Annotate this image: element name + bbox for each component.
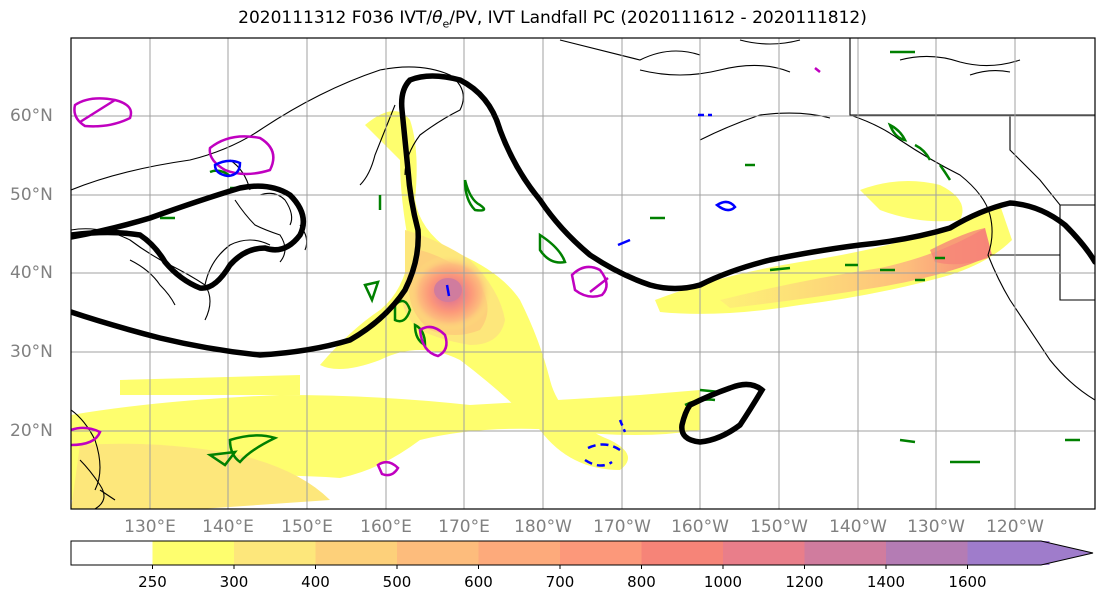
colorbar-segment (723, 541, 805, 565)
lon-label-170e: 170°E (438, 517, 490, 537)
colorbar-tick-label: 1200 (785, 573, 824, 591)
lon-label-170w: 170°W (593, 517, 651, 537)
colorbar-segment (560, 541, 642, 565)
colorbar-tick-label: 400 (301, 573, 330, 591)
figure-title: 2020111312 F036 IVT/θe/PV, IVT Landfall … (238, 8, 867, 31)
lon-label-120w: 120°W (986, 517, 1044, 537)
colorbar (70, 540, 1094, 569)
lon-label-150w: 150°W (750, 517, 808, 537)
lat-label-30n: 30°N (10, 342, 53, 362)
lon-label-140w: 140°W (829, 517, 887, 537)
colorbar-segment (152, 541, 235, 565)
lon-label-130e: 130°E (124, 517, 176, 537)
lon-label-150e: 150°E (281, 517, 333, 537)
lon-label-160w: 160°W (671, 517, 729, 537)
colorbar-tick-label: 300 (219, 573, 249, 591)
black-contours (71, 73, 1095, 445)
lon-label-180w: 180°W (514, 517, 572, 537)
colorbar-segment (886, 541, 968, 565)
lat-label-60n: 60°N (10, 106, 53, 126)
colorbar-tick-label: 700 (545, 573, 575, 591)
colorbar-tick-label: 500 (382, 573, 412, 591)
map-frame (70, 37, 1096, 510)
colorbar-segment (234, 541, 316, 565)
lat-label-50n: 50°N (10, 185, 53, 205)
colorbar-segment (804, 541, 887, 565)
lon-label-160e: 160°E (360, 517, 412, 537)
colorbar-segment (71, 541, 153, 565)
lat-label-40n: 40°N (10, 263, 53, 283)
lon-label-140e: 140°E (202, 517, 254, 537)
lat-label-20n: 20°N (10, 421, 53, 441)
colorbar-border (70, 540, 1094, 566)
colorbar-segment (478, 541, 561, 565)
colorbar-segment (315, 541, 398, 565)
magenta-contours (71, 67, 821, 477)
lon-label-130w: 130°W (907, 517, 965, 537)
colorbar-tick-label: 600 (464, 573, 493, 591)
colorbar-tick-label: 250 (138, 573, 167, 591)
ivt-shading (71, 111, 1012, 509)
colorbar-tick-label: 1000 (703, 573, 743, 591)
colorbar-segment (641, 541, 724, 565)
colorbar-tick-label: 1400 (866, 573, 906, 591)
colorbar-tick-label: 1600 (948, 573, 987, 591)
colorbar-tick-label: 800 (627, 573, 656, 591)
colorbar-extend-arrow (967, 541, 1093, 565)
blue-contours (213, 113, 737, 467)
colorbar-segment (397, 541, 479, 565)
